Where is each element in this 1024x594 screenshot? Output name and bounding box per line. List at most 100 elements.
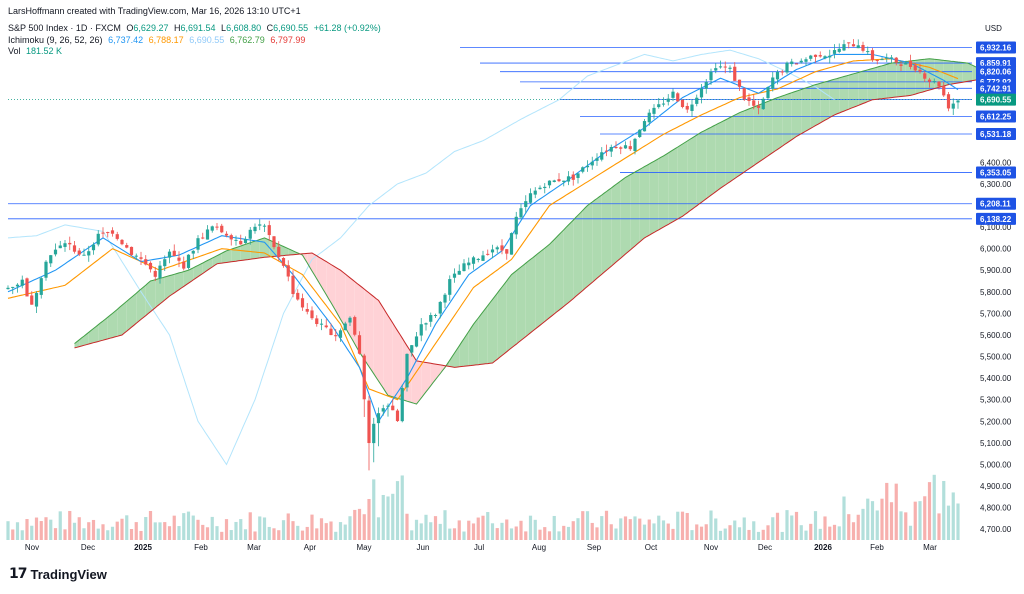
candle[interactable]	[809, 54, 813, 62]
candle[interactable]	[87, 245, 91, 262]
candle[interactable]	[353, 315, 357, 337]
candle[interactable]	[866, 46, 870, 55]
candle[interactable]	[443, 293, 447, 309]
candle[interactable]	[391, 399, 395, 411]
candle[interactable]	[614, 141, 618, 149]
candle[interactable]	[6, 285, 10, 290]
candle[interactable]	[281, 257, 286, 268]
candle[interactable]	[699, 84, 704, 104]
candle[interactable]	[818, 51, 822, 58]
candle[interactable]	[714, 63, 718, 74]
candle[interactable]	[557, 173, 561, 183]
candle[interactable]	[595, 153, 599, 166]
candle[interactable]	[766, 86, 770, 101]
candle[interactable]	[324, 319, 328, 329]
candle[interactable]	[604, 144, 609, 157]
candle[interactable]	[538, 185, 542, 190]
candle[interactable]	[196, 235, 200, 254]
candle[interactable]	[357, 331, 362, 355]
candle[interactable]	[514, 211, 518, 239]
candle[interactable]	[25, 277, 29, 297]
candle[interactable]	[661, 97, 666, 107]
candle[interactable]	[638, 129, 642, 139]
candle[interactable]	[215, 223, 219, 231]
candle[interactable]	[253, 223, 257, 234]
candle[interactable]	[737, 79, 742, 91]
candle[interactable]	[386, 403, 390, 417]
candle[interactable]	[904, 62, 908, 65]
candle[interactable]	[258, 219, 262, 231]
candle[interactable]	[752, 94, 756, 110]
candle[interactable]	[58, 240, 62, 249]
candle[interactable]	[101, 227, 105, 238]
candle[interactable]	[771, 71, 775, 92]
candle[interactable]	[747, 93, 751, 106]
candle[interactable]	[481, 250, 485, 262]
candle[interactable]	[889, 54, 894, 63]
candle[interactable]	[400, 384, 404, 423]
candle[interactable]	[585, 160, 590, 172]
candle[interactable]	[163, 255, 167, 272]
candle[interactable]	[158, 260, 162, 284]
candle[interactable]	[842, 39, 846, 52]
candle[interactable]	[272, 236, 276, 250]
candle[interactable]	[937, 81, 941, 90]
candle[interactable]	[756, 100, 761, 115]
candle[interactable]	[680, 99, 685, 109]
candle[interactable]	[186, 254, 191, 270]
candle[interactable]	[167, 249, 172, 264]
candle[interactable]	[628, 140, 632, 151]
candle[interactable]	[262, 223, 267, 232]
candle[interactable]	[433, 313, 438, 318]
candle[interactable]	[139, 251, 143, 265]
candle[interactable]	[562, 180, 566, 187]
candle[interactable]	[148, 261, 153, 273]
candle[interactable]	[414, 331, 419, 348]
candle[interactable]	[381, 404, 385, 416]
candle[interactable]	[110, 227, 115, 237]
candle[interactable]	[267, 220, 271, 242]
candle[interactable]	[53, 243, 58, 257]
candle[interactable]	[96, 230, 100, 247]
candle[interactable]	[486, 249, 490, 256]
candle[interactable]	[742, 87, 746, 102]
candle[interactable]	[923, 70, 927, 82]
candle[interactable]	[106, 231, 110, 238]
candle[interactable]	[286, 260, 290, 282]
candle[interactable]	[671, 88, 675, 102]
candle[interactable]	[191, 250, 195, 260]
candle[interactable]	[91, 242, 96, 255]
candle[interactable]	[201, 232, 205, 240]
candle[interactable]	[343, 321, 347, 331]
candle[interactable]	[847, 42, 851, 49]
candle[interactable]	[296, 289, 300, 301]
candle[interactable]	[733, 62, 737, 81]
candle[interactable]	[685, 102, 689, 113]
candle[interactable]	[918, 64, 922, 74]
candle[interactable]	[82, 248, 86, 256]
candle[interactable]	[828, 49, 832, 64]
candle[interactable]	[718, 60, 723, 69]
candle[interactable]	[334, 328, 338, 342]
candle[interactable]	[500, 239, 504, 255]
candle[interactable]	[125, 242, 129, 249]
candle[interactable]	[728, 65, 732, 73]
candle[interactable]	[804, 57, 808, 66]
candle[interactable]	[695, 94, 699, 107]
candle[interactable]	[813, 54, 818, 63]
candle[interactable]	[547, 180, 552, 189]
candle[interactable]	[899, 61, 903, 72]
candle[interactable]	[633, 137, 637, 155]
candle[interactable]	[205, 225, 210, 240]
candle[interactable]	[182, 256, 186, 271]
candle[interactable]	[39, 276, 43, 299]
candle[interactable]	[519, 203, 523, 220]
candle[interactable]	[305, 303, 309, 315]
candle[interactable]	[837, 43, 841, 54]
candle[interactable]	[704, 78, 708, 94]
candle[interactable]	[823, 55, 827, 60]
candle[interactable]	[11, 286, 15, 295]
candle[interactable]	[552, 179, 556, 183]
candle[interactable]	[471, 255, 476, 270]
